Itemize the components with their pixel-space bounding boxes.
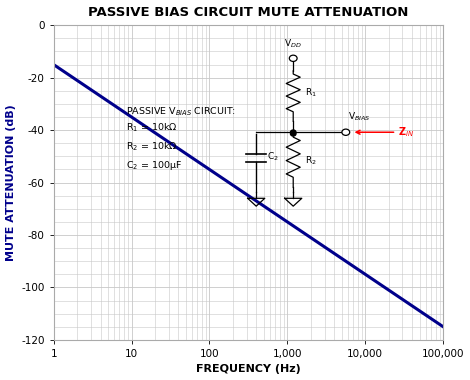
Text: R$_2$: R$_2$: [305, 154, 317, 167]
X-axis label: FREQUENCY (Hz): FREQUENCY (Hz): [196, 364, 301, 374]
Text: PASSIVE V$_{BIAS}$ CIRCUIT:: PASSIVE V$_{BIAS}$ CIRCUIT:: [125, 106, 236, 118]
Circle shape: [290, 55, 297, 62]
Text: C$_2$: C$_2$: [267, 150, 279, 163]
Circle shape: [290, 131, 296, 136]
Title: PASSIVE BIAS CIRCUIT MUTE ATTENUATION: PASSIVE BIAS CIRCUIT MUTE ATTENUATION: [88, 6, 408, 19]
Circle shape: [290, 130, 296, 135]
Text: Z$_{IN}$: Z$_{IN}$: [399, 125, 415, 139]
Text: R$_1$ = 10kΩ
R$_2$ = 10kΩ
C$_2$ = 100μF: R$_1$ = 10kΩ R$_2$ = 10kΩ C$_2$ = 100μF: [125, 121, 182, 172]
Y-axis label: MUTE ATTENUATION (dB): MUTE ATTENUATION (dB): [6, 104, 16, 261]
Text: R$_1$: R$_1$: [305, 87, 317, 99]
Circle shape: [342, 129, 350, 135]
Text: V$_{BIAS}$: V$_{BIAS}$: [348, 110, 370, 123]
Text: V$_{DD}$: V$_{DD}$: [284, 38, 302, 51]
